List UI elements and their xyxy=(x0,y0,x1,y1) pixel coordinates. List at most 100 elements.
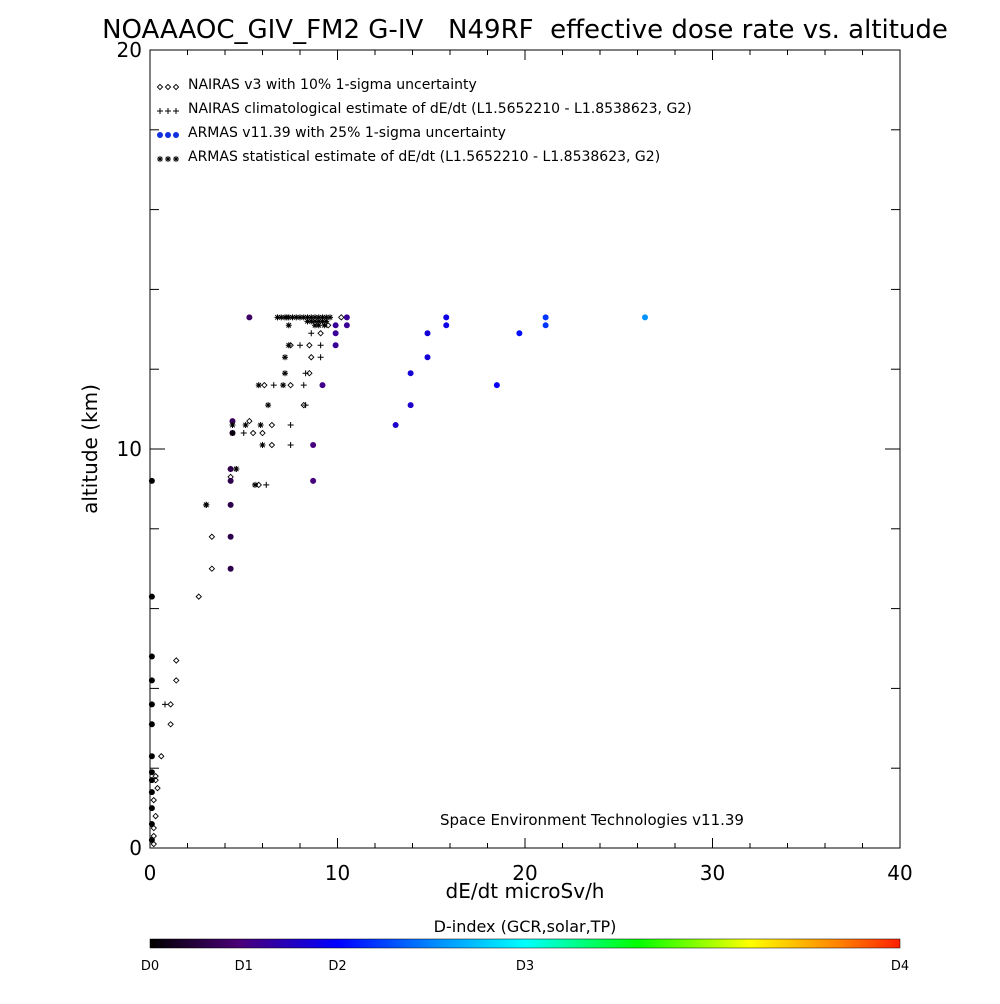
plus-point xyxy=(302,402,309,409)
y-tick-label: 20 xyxy=(117,38,142,62)
diamond-point xyxy=(324,322,332,329)
asterisk-point xyxy=(297,314,303,321)
annotation-text: Space Environment Technologies v11.39 xyxy=(440,811,744,829)
plus-point xyxy=(270,382,277,389)
diamond-point xyxy=(259,429,266,437)
asterisk-point xyxy=(274,314,281,321)
asterisk-point xyxy=(312,314,318,321)
dot-point xyxy=(227,477,234,484)
legend-symbol-diamond xyxy=(172,83,180,91)
x-tick-label: 0 xyxy=(144,861,157,885)
dot-point xyxy=(148,477,155,484)
asterisk-point xyxy=(327,314,333,321)
dot-point xyxy=(407,402,414,409)
diamond-point xyxy=(268,421,276,429)
asterisk-point xyxy=(319,318,326,325)
legend-symbol-diamond xyxy=(156,83,164,91)
dot-point xyxy=(227,533,234,540)
asterisk-point xyxy=(321,322,328,329)
asterisk-point xyxy=(285,322,292,329)
asterisk-point xyxy=(259,442,266,449)
plus-point xyxy=(263,481,270,488)
dot-point xyxy=(148,753,155,760)
colorbar xyxy=(149,938,901,949)
dot-point xyxy=(392,422,399,429)
colorbar-label: D1 xyxy=(235,959,253,974)
diamond-point xyxy=(306,342,313,349)
plus-point xyxy=(317,342,324,349)
asterisk-point xyxy=(282,370,288,377)
asterisk-point xyxy=(229,422,236,429)
asterisk-point xyxy=(323,314,330,321)
diamond-point xyxy=(268,441,276,449)
x-tick-label: 20 xyxy=(512,861,537,885)
plus-point xyxy=(308,330,315,337)
diamond-point xyxy=(308,353,315,361)
dot-point xyxy=(443,322,450,329)
diamond-point xyxy=(249,429,257,437)
dot-point xyxy=(148,805,155,812)
dot-point xyxy=(407,370,414,377)
dot-point xyxy=(332,330,339,337)
legend-symbol-plus xyxy=(165,108,171,114)
diamond-point xyxy=(173,677,180,684)
colorbar-label: D2 xyxy=(328,959,346,974)
dot-point xyxy=(148,653,155,660)
dot-point xyxy=(227,465,234,472)
legend-symbol-dot xyxy=(157,132,163,138)
asterisk-point xyxy=(308,318,315,325)
x-tick-label: 30 xyxy=(700,861,725,885)
dot-point xyxy=(227,501,234,508)
x-tick-label: 40 xyxy=(887,861,912,885)
y-tick-label: 0 xyxy=(129,836,142,860)
asterisk-point xyxy=(252,481,258,488)
asterisk-point xyxy=(282,354,288,361)
diamond-point xyxy=(167,701,174,708)
legend-symbol-plus xyxy=(173,108,179,114)
asterisk-point xyxy=(242,422,249,429)
diamond-point xyxy=(150,824,157,832)
dot-point xyxy=(424,330,431,337)
dot-point xyxy=(332,342,339,349)
asterisk-point xyxy=(300,314,307,321)
diamond-point xyxy=(195,593,202,600)
dot-point xyxy=(148,593,155,600)
diamond-point xyxy=(173,657,180,664)
dot-point xyxy=(443,314,450,321)
asterisk-point xyxy=(285,342,292,349)
plus-point xyxy=(162,701,168,708)
dot-point xyxy=(148,701,155,708)
asterisk-point xyxy=(229,430,236,437)
data-marks xyxy=(148,314,648,848)
dot-point xyxy=(424,354,431,361)
asterisk-point xyxy=(289,314,296,321)
dot-point xyxy=(246,314,253,321)
dot-point xyxy=(343,314,350,321)
diamond-point xyxy=(154,784,161,792)
dot-point xyxy=(148,677,155,684)
plus-point xyxy=(287,422,294,429)
x-tick-label: 10 xyxy=(325,861,350,885)
dot-point xyxy=(148,777,155,784)
diamond-point xyxy=(158,752,165,760)
colorbar-labels: D0 D1 D2 D3 D4 xyxy=(141,959,909,974)
x-axis-label: dE/dt microSv/h xyxy=(446,879,605,903)
asterisk-point xyxy=(285,314,292,321)
diamond-point xyxy=(208,565,216,572)
asterisk-point xyxy=(293,314,300,321)
legend-symbol-asterisk xyxy=(157,156,163,162)
asterisk-point xyxy=(315,314,322,321)
dot-point xyxy=(148,769,155,776)
legend-label: ARMAS v11.39 with 25% 1-sigma uncertaint… xyxy=(188,125,506,141)
diamond-point xyxy=(338,314,345,321)
legend-label: NAIRAS climatological estimate of dE/dt … xyxy=(188,101,692,117)
asterisk-point xyxy=(312,318,318,325)
y-axis-label: altitude (km) xyxy=(78,384,102,514)
dot-point xyxy=(319,382,326,389)
diamond-point xyxy=(287,381,294,389)
dot-point xyxy=(642,314,648,321)
axis-ticks: 0 10 20 30 40 0 10 20 xyxy=(117,38,913,885)
asterisk-point xyxy=(203,501,210,508)
series-asterisk xyxy=(203,314,292,508)
